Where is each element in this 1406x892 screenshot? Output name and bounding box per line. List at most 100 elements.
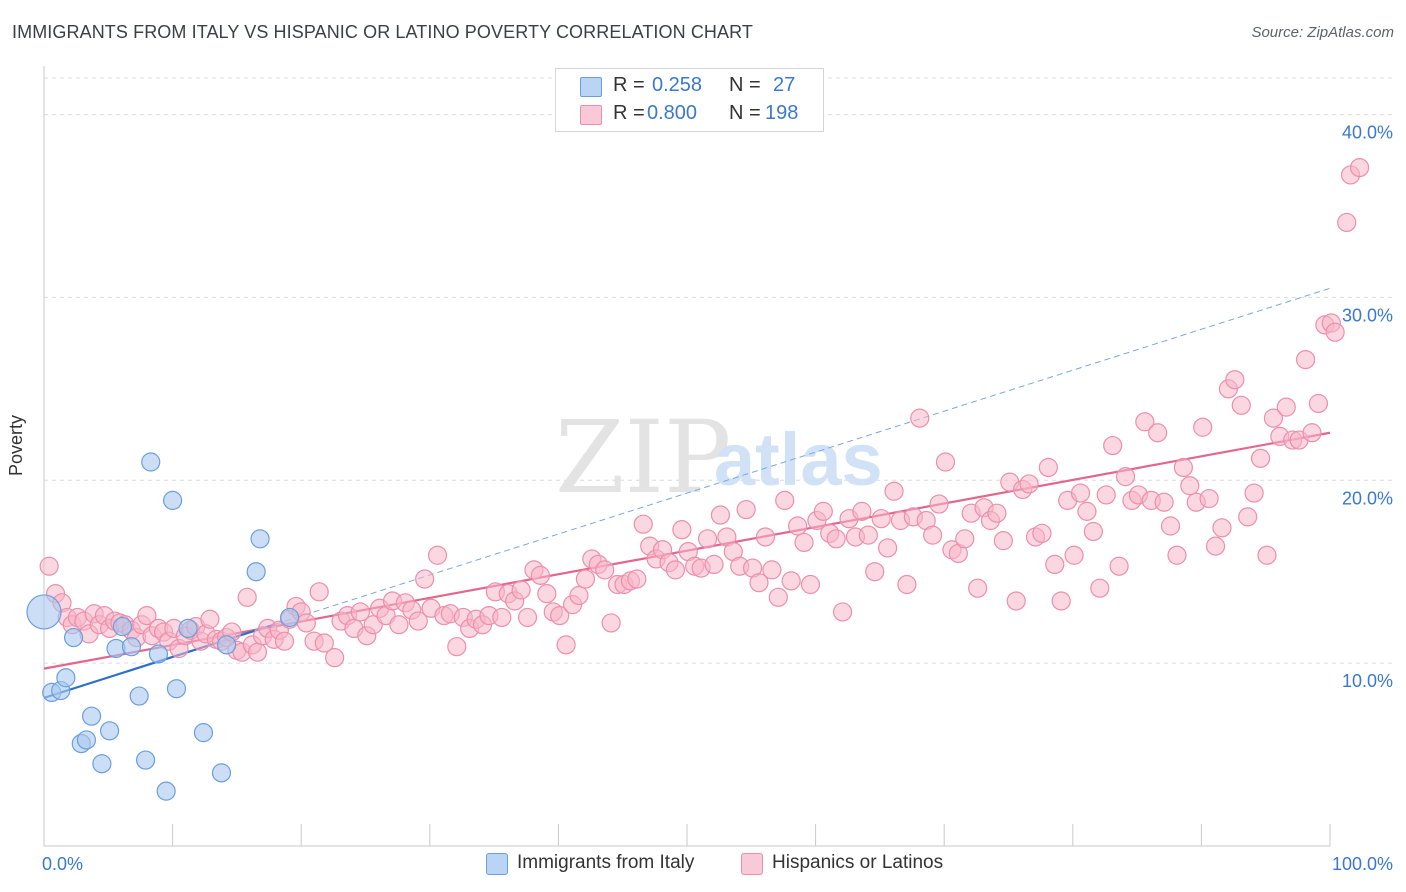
y-tick-label-1: 20.0%: [1342, 488, 1393, 508]
y-tick-label-2: 30.0%: [1342, 305, 1393, 325]
legend-italy-swatch: [486, 853, 508, 875]
hispanic-point-155: [987, 503, 1007, 523]
hispanic-point-138: [878, 538, 898, 558]
hispanic-point-163: [1038, 457, 1058, 478]
italy-n-value: 27: [773, 74, 796, 96]
hispanic-point-209: [1337, 212, 1357, 233]
chart-title: IMMIGRANTS FROM ITALY VS HISPANIC OR LAT…: [12, 22, 754, 42]
italy-point-24: [246, 562, 266, 582]
hispanic-point-143: [910, 408, 930, 428]
hispanic-point-146: [929, 494, 949, 514]
italy-n-label: N =: [729, 74, 761, 96]
italy-trend-line-dashed: [275, 287, 1331, 625]
hispanic-point-39: [247, 642, 268, 662]
hispanic-point-183: [1167, 545, 1187, 565]
italy-point-3: [56, 668, 76, 688]
hispanic-point-208: [1325, 322, 1345, 342]
hispanic-point-185: [1180, 476, 1200, 496]
hispanic-point-119: [755, 527, 776, 547]
hispanic-point-150: [955, 529, 975, 549]
hispanic-point-170: [1083, 521, 1103, 542]
source-label: Source: ZipAtlas.com: [1251, 24, 1394, 41]
hispanic-point-99: [627, 569, 647, 589]
hispanic-r-value: 0.800: [647, 102, 698, 124]
hispanic-point-125: [794, 532, 814, 553]
hispanic-point-147: [935, 452, 956, 472]
stats-box: R = 0.258 N = 27 R = 0.800 N = 198: [555, 68, 824, 132]
hispanic-point-167: [1064, 545, 1084, 565]
hispanic-point-193: [1231, 395, 1251, 415]
hispanic-point-162: [1032, 523, 1052, 543]
hispanic-point-164: [1045, 554, 1065, 575]
legend-hispanic-swatch: [741, 853, 763, 875]
y-axis-label: Poverty: [6, 414, 26, 476]
hispanic-point-91: [575, 569, 596, 589]
hispanic-point-88: [556, 635, 576, 655]
legend-hispanic-label: Hispanics or Latinos: [772, 852, 944, 873]
italy-r-value: 0.258: [652, 74, 703, 96]
hispanic-point-165: [1051, 591, 1071, 611]
italy-swatch: [580, 77, 602, 97]
hispanic-point-211: [1349, 158, 1370, 178]
hispanic-point-168: [1070, 483, 1091, 503]
hispanic-r-label: R =: [613, 102, 645, 124]
hispanic-point-171: [1090, 578, 1110, 598]
hispanic-point-194: [1238, 507, 1258, 527]
y-tick-label-3: 40.0%: [1342, 123, 1393, 143]
hispanic-point-130: [826, 529, 846, 549]
hispanic-point-203: [1295, 350, 1316, 370]
italy-r-label: R =: [613, 74, 645, 96]
italy-point-7: [81, 706, 102, 726]
hispanic-point-0: [39, 556, 59, 576]
hispanic-point-50: [309, 582, 329, 602]
hispanic-point-181: [1154, 492, 1174, 512]
hispanic-point-84: [530, 565, 550, 585]
hispanic-point-135: [858, 525, 878, 545]
hispanic-point-178: [1135, 412, 1155, 432]
watermark-zip: ZIP: [555, 399, 731, 516]
hispanic-point-78: [492, 607, 512, 628]
axes: [43, 66, 1331, 847]
italy-point-26: [280, 607, 300, 628]
hispanic-point-174: [1109, 556, 1129, 576]
hispanic-point-71: [447, 637, 467, 657]
hispanic-point-126: [800, 574, 821, 595]
hispanic-point-37: [237, 587, 257, 607]
watermark-atlas: atlas: [714, 418, 883, 501]
hispanic-point-187: [1193, 417, 1213, 437]
italy-point-9: [99, 721, 120, 741]
italy-point-21: [193, 723, 214, 743]
hispanic-point-136: [865, 562, 885, 582]
hispanic-point-169: [1077, 501, 1097, 521]
grid-lines: [44, 77, 1392, 664]
hispanic-n-label: N =: [729, 102, 761, 124]
italy-point-23: [217, 635, 237, 655]
hispanic-point-56: [350, 602, 370, 622]
italy-point-14: [135, 750, 156, 770]
data-points: [26, 158, 1370, 801]
tick-labels: 10.0% 20.0% 30.0% 40.0% 0.0% 100.0%: [42, 123, 1393, 874]
hispanic-point-131: [833, 602, 853, 622]
hispanic-point-120: [762, 560, 782, 580]
hispanic-point-182: [1160, 516, 1181, 536]
hispanic-point-62: [389, 615, 409, 635]
italy-point-20: [178, 618, 198, 639]
hispanic-point-196: [1250, 448, 1271, 468]
hispanic-point-198: [1263, 408, 1284, 428]
hispanic-point-44: [274, 631, 295, 651]
hispanic-point-122: [775, 490, 795, 510]
hispanic-point-200: [1276, 397, 1296, 417]
italy-point-16: [148, 644, 169, 664]
y-tick-label-0: 10.0%: [1342, 671, 1393, 691]
hispanic-point-48: [296, 613, 316, 633]
hispanic-point-204: [1302, 423, 1322, 443]
hispanic-point-197: [1257, 545, 1277, 565]
hispanic-point-116: [736, 499, 756, 520]
hispanic-point-65: [408, 611, 428, 631]
italy-point-17: [156, 781, 176, 801]
hispanic-point-90: [569, 585, 589, 606]
hispanic-point-156: [993, 531, 1013, 551]
hispanic-n-value: 198: [765, 102, 799, 124]
hispanic-point-118: [749, 573, 769, 593]
hispanic-point-85: [537, 584, 557, 604]
